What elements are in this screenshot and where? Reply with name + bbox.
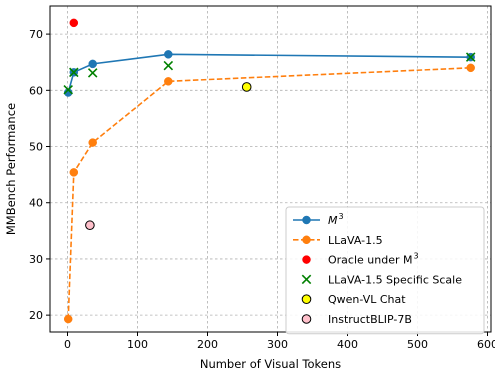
x-tick-label: 300: [267, 338, 288, 351]
data-point: [70, 19, 78, 27]
series-0: [64, 50, 475, 96]
data-point: [242, 83, 251, 92]
legend-marker: [302, 315, 311, 324]
legend-label: LLaVA-1.5 Specific Scale: [328, 273, 462, 286]
x-tick-label: 0: [64, 338, 71, 351]
legend-label: InstructBLIP-7B: [328, 313, 412, 326]
data-point: [86, 221, 95, 230]
legend-marker: [303, 256, 311, 264]
series-4: [242, 83, 251, 92]
y-tick-label: 70: [29, 28, 43, 41]
legend-label-sup: 3: [414, 252, 419, 261]
data-point: [164, 50, 172, 58]
legend-label: Oracle under M: [328, 254, 413, 267]
x-tick-label: 500: [407, 338, 428, 351]
legend-label-sup: 3: [339, 212, 344, 221]
y-tick-label: 60: [29, 84, 43, 97]
x-tick-label: 600: [477, 338, 495, 351]
x-tick-label: 100: [127, 338, 148, 351]
y-tick-label: 40: [29, 197, 43, 210]
series-5: [86, 221, 95, 230]
x-tick-label: 200: [197, 338, 218, 351]
data-point: [64, 315, 72, 323]
series-2: [70, 19, 78, 27]
data-point: [467, 64, 475, 72]
legend-marker: [302, 295, 311, 304]
series-line: [68, 54, 471, 92]
y-tick-label: 20: [29, 309, 43, 322]
y-tick-label: 30: [29, 253, 43, 266]
y-axis-label: MMBench Performance: [4, 103, 18, 235]
legend-marker: [303, 236, 311, 244]
data-point: [70, 168, 78, 176]
x-axis-label: Number of Visual Tokens: [200, 357, 341, 371]
data-point: [164, 61, 172, 69]
y-tick-label: 50: [29, 141, 43, 154]
legend-label: LLaVA-1.5: [328, 234, 383, 247]
legend-label: Qwen-VL Chat: [328, 293, 406, 306]
x-tick-label: 400: [337, 338, 358, 351]
data-point: [89, 69, 97, 77]
data-point: [164, 77, 172, 85]
legend-marker: [303, 216, 311, 224]
data-point: [89, 60, 97, 68]
legend-label: M: [328, 214, 338, 227]
data-point: [89, 139, 97, 147]
